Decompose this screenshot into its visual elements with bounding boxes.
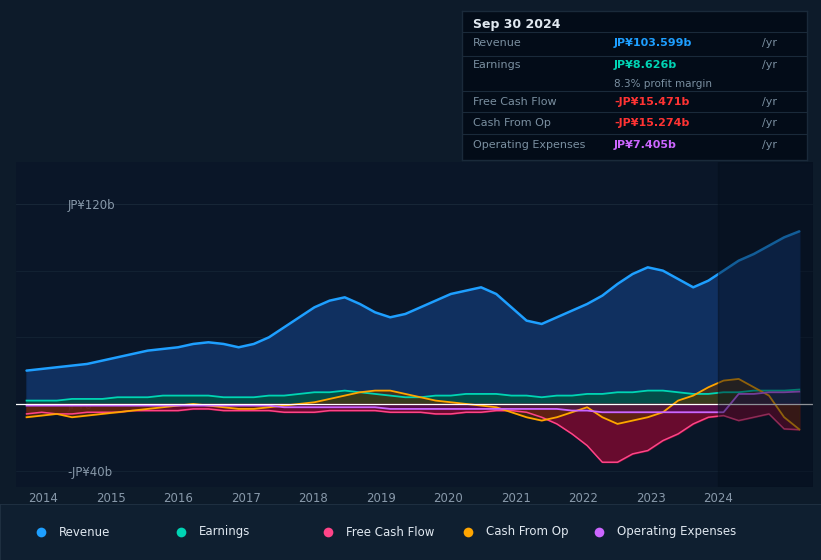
Text: Revenue: Revenue [473, 38, 521, 48]
Text: Cash From Op: Cash From Op [486, 525, 568, 539]
Text: Revenue: Revenue [59, 525, 111, 539]
Text: /yr: /yr [762, 38, 777, 48]
Text: Earnings: Earnings [199, 525, 250, 539]
Text: Free Cash Flow: Free Cash Flow [346, 525, 435, 539]
Text: Operating Expenses: Operating Expenses [617, 525, 736, 539]
Text: Free Cash Flow: Free Cash Flow [473, 97, 556, 108]
Text: JP¥7.405b: JP¥7.405b [614, 141, 677, 150]
Text: Operating Expenses: Operating Expenses [473, 141, 585, 150]
Text: -JP¥15.274b: -JP¥15.274b [614, 118, 690, 128]
Text: Earnings: Earnings [473, 60, 521, 70]
Text: /yr: /yr [762, 118, 777, 128]
Text: /yr: /yr [762, 141, 777, 150]
Bar [718, 162, 813, 487]
Text: Sep 30 2024: Sep 30 2024 [473, 18, 560, 31]
Text: /yr: /yr [762, 60, 777, 70]
Text: /yr: /yr [762, 97, 777, 108]
Text: 8.3% profit margin: 8.3% profit margin [614, 80, 712, 90]
Text: JP¥8.626b: JP¥8.626b [614, 60, 677, 70]
Text: JP¥103.599b: JP¥103.599b [614, 38, 692, 48]
Text: -JP¥15.471b: -JP¥15.471b [614, 97, 690, 108]
Text: Cash From Op: Cash From Op [473, 118, 550, 128]
